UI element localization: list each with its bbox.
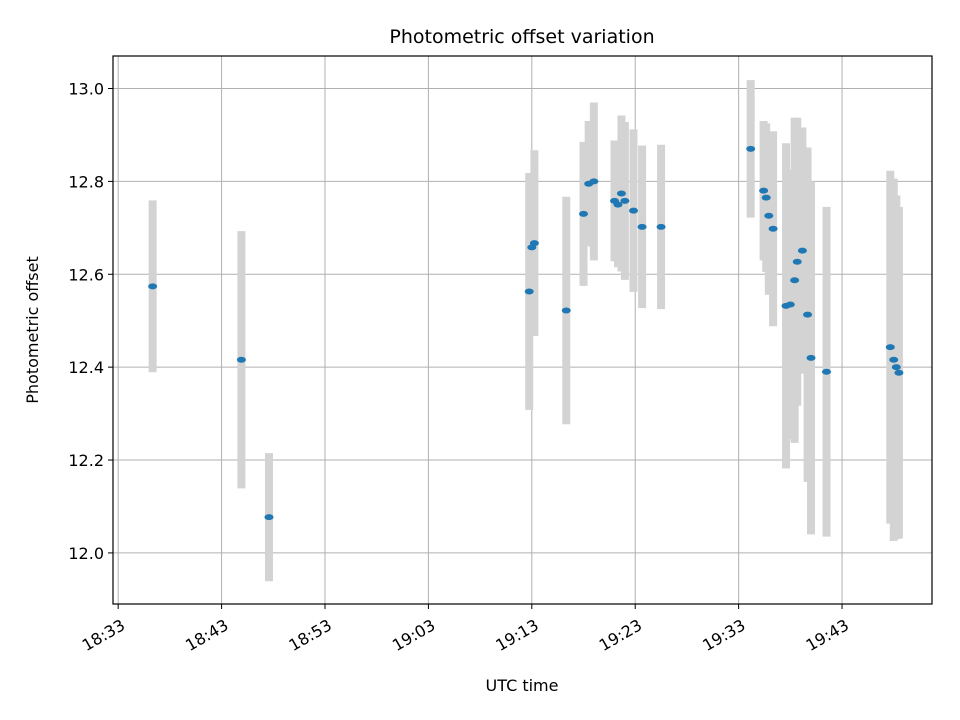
x-tick-label: 19:33: [699, 615, 748, 655]
data-point: [792, 258, 802, 265]
data-point: [613, 201, 623, 208]
data-point: [656, 223, 666, 230]
data-point: [806, 354, 816, 361]
data-points: [148, 145, 904, 521]
data-point: [620, 197, 630, 204]
x-tick-label: 19:03: [389, 615, 438, 655]
data-point: [628, 207, 638, 214]
data-point: [759, 187, 769, 194]
x-tick-label: 19:13: [492, 615, 541, 655]
data-point: [637, 223, 647, 230]
x-axis-label: UTC time: [486, 676, 559, 695]
data-point: [746, 145, 756, 152]
data-point: [803, 311, 813, 318]
data-point: [589, 178, 599, 185]
y-tick-label: 12.4: [68, 358, 104, 377]
y-axis: 12.0 12.2 12.4 12.6 12.8 13.0: [68, 80, 113, 563]
data-point: [236, 356, 246, 363]
x-tick-label: 19:43: [803, 615, 852, 655]
y-tick-label: 12.6: [68, 265, 104, 284]
data-point: [894, 369, 904, 376]
data-point: [768, 225, 778, 232]
y-tick-label: 13.0: [68, 80, 104, 99]
data-point: [264, 514, 274, 521]
data-point: [785, 301, 795, 308]
data-point: [790, 277, 800, 284]
data-point: [891, 364, 901, 371]
data-point: [889, 356, 899, 363]
x-tick-label: 19:23: [596, 615, 645, 655]
x-tick-label: 18:53: [286, 615, 335, 655]
data-point: [764, 212, 774, 219]
chart-title: Photometric offset variation: [389, 26, 654, 48]
x-tick-label: 18:33: [79, 615, 128, 655]
y-tick-label: 12.2: [68, 451, 104, 470]
x-axis: 18:33 18:43 18:53 19:03 19:13 19:23 19:33 19:43: [79, 604, 852, 655]
data-point: [616, 190, 626, 197]
data-point: [761, 194, 771, 201]
data-point: [822, 368, 832, 375]
data-point: [579, 210, 589, 217]
data-point: [524, 288, 534, 295]
y-tick-label: 12.8: [68, 172, 104, 191]
data-point: [148, 283, 158, 290]
plot-frame: [112, 55, 933, 605]
y-axis-label: Photometric offset: [23, 256, 42, 404]
data-point: [797, 247, 807, 254]
y-tick-label: 12.0: [68, 544, 104, 563]
data-point: [885, 344, 895, 351]
x-tick-label: 18:43: [182, 615, 231, 655]
data-point: [561, 307, 571, 314]
errorbars: [148, 80, 903, 582]
data-point: [529, 240, 539, 247]
